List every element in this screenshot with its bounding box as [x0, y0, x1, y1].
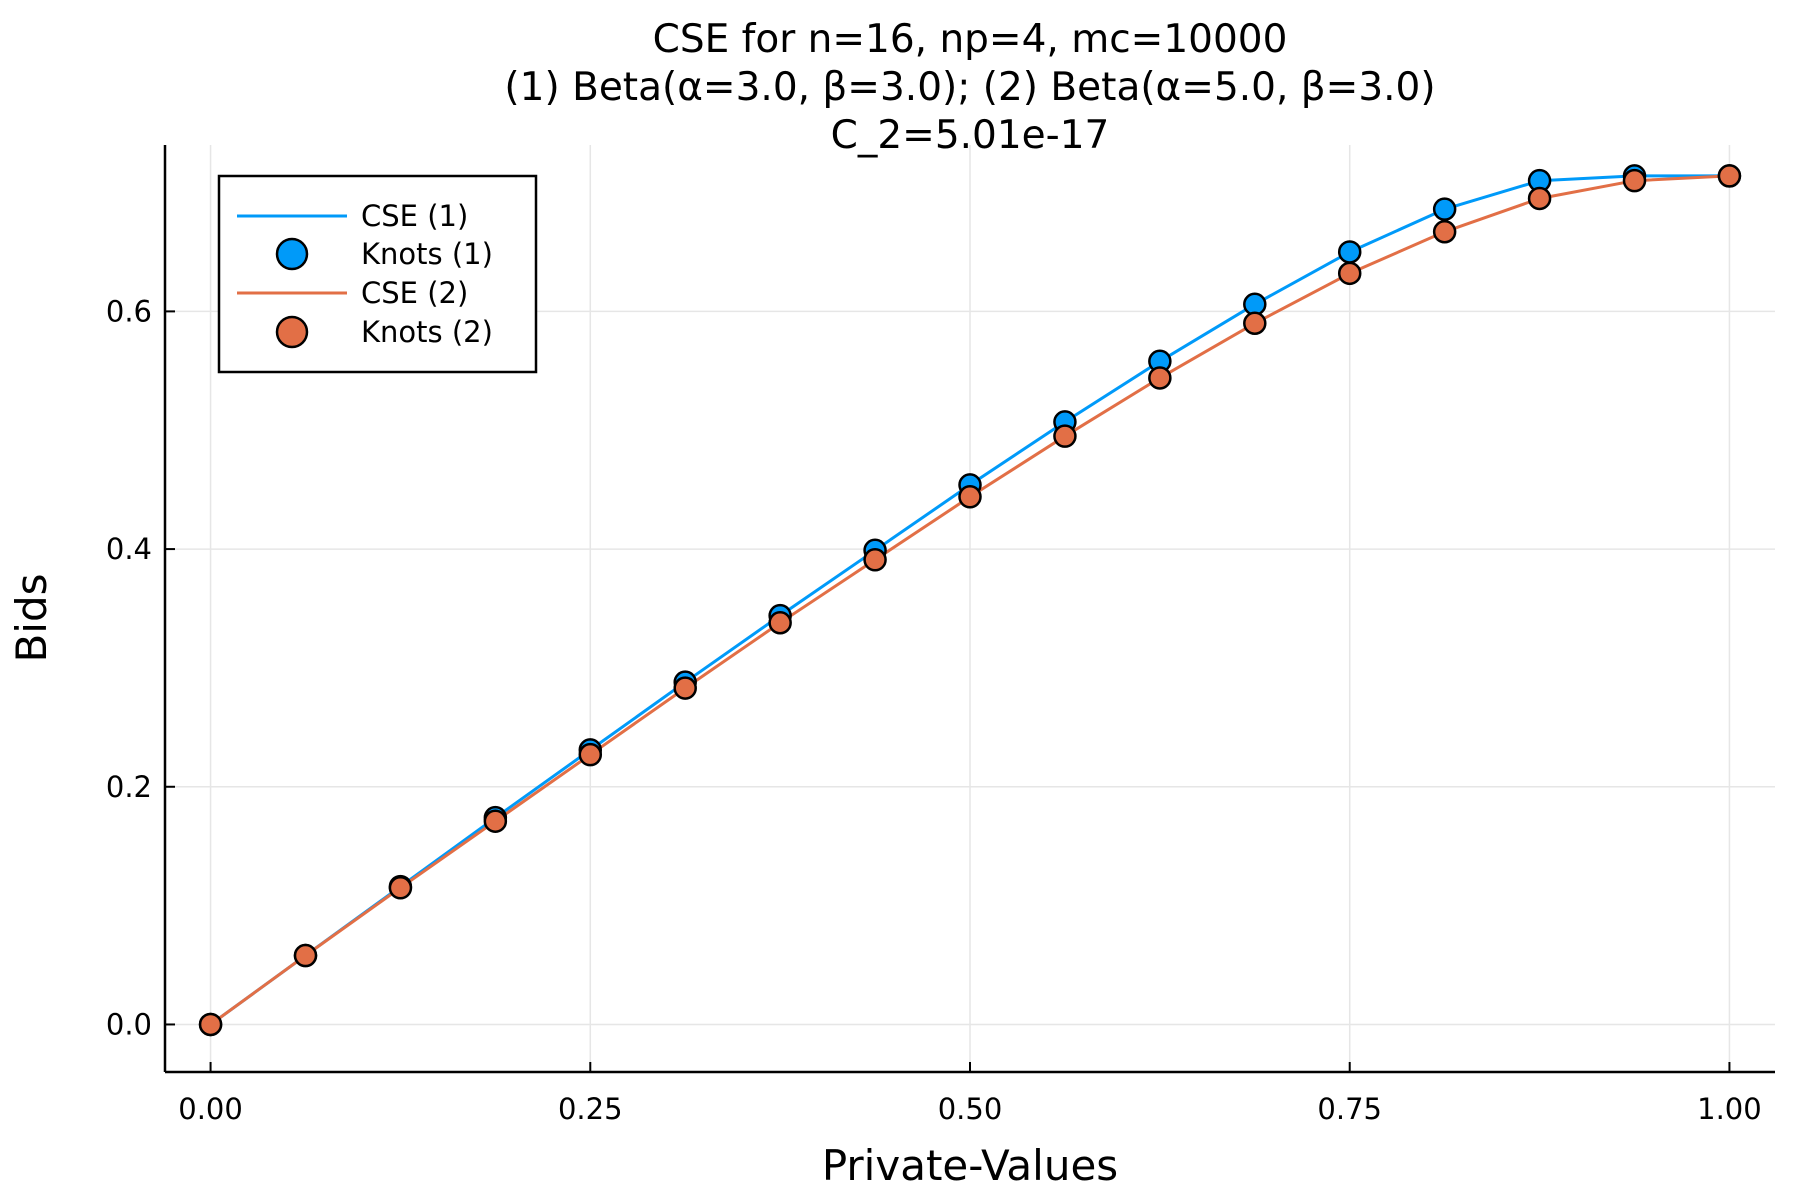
knot-2-3	[483, 809, 508, 833]
y-tick-label-0: 0.0	[106, 1007, 152, 1041]
x-tick-label-4: 1.00	[1697, 1092, 1762, 1126]
legend-label-cse-2: CSE (2)	[361, 276, 468, 310]
legend-marker-knots-1	[275, 237, 309, 271]
knot-2-8	[958, 485, 982, 509]
knot-1-13	[1432, 197, 1457, 221]
y-tick-label-2: 0.4	[106, 532, 152, 566]
knot-2-7	[863, 548, 887, 572]
legend-label-cse-1: CSE (1)	[361, 199, 468, 233]
knot-2-9	[1053, 424, 1077, 448]
series-group	[198, 164, 1742, 1037]
knots-group-2	[198, 164, 1742, 1037]
legend-marker-knots-2	[275, 315, 309, 349]
x-tick-label-1: 0.25	[558, 1092, 623, 1126]
y-tick-label-1: 0.2	[106, 770, 152, 804]
knot-2-16	[1717, 164, 1742, 188]
knot-2-2	[388, 876, 413, 900]
knot-2-4	[578, 742, 603, 767]
knot-2-6	[768, 611, 792, 635]
x-axis-ticks: 0.00 0.25 0.50 0.75 1.00	[178, 1062, 1762, 1126]
chart-title: CSE for n=16, np=4, mc=10000 (1) Beta(α=…	[504, 17, 1435, 158]
knot-2-0	[198, 1012, 223, 1037]
title-line-1: CSE for n=16, np=4, mc=10000	[653, 17, 1288, 62]
y-tick-label-3: 0.6	[106, 294, 152, 328]
knot-2-15	[1622, 168, 1647, 193]
knot-2-13	[1432, 220, 1457, 244]
y-axis-ticks: 0.0 0.2 0.4 0.6	[106, 294, 175, 1041]
x-tick-label-2: 0.50	[938, 1092, 1003, 1126]
y-axis-label: Bids	[7, 573, 56, 662]
knot-2-5	[673, 676, 697, 700]
x-axis-label: Private-Values	[822, 1141, 1118, 1190]
knot-2-1	[293, 943, 318, 968]
legend-label-knots-1: Knots (1)	[361, 237, 493, 271]
legend-box	[217, 174, 538, 374]
knot-2-12	[1337, 261, 1362, 286]
legend: CSE (1) Knots (1) CSE (2) Knots (2)	[217, 174, 538, 374]
x-tick-label-0: 0.00	[178, 1092, 243, 1126]
knot-1-12	[1337, 240, 1362, 264]
knot-2-10	[1148, 366, 1172, 390]
knot-2-14	[1527, 186, 1552, 211]
title-line-2: (1) Beta(α=3.0, β=3.0); (2) Beta(α=5.0, …	[504, 65, 1435, 110]
x-tick-label-3: 0.75	[1317, 1092, 1382, 1126]
knot-2-11	[1243, 311, 1267, 336]
legend-label-knots-2: Knots (2)	[361, 315, 493, 349]
